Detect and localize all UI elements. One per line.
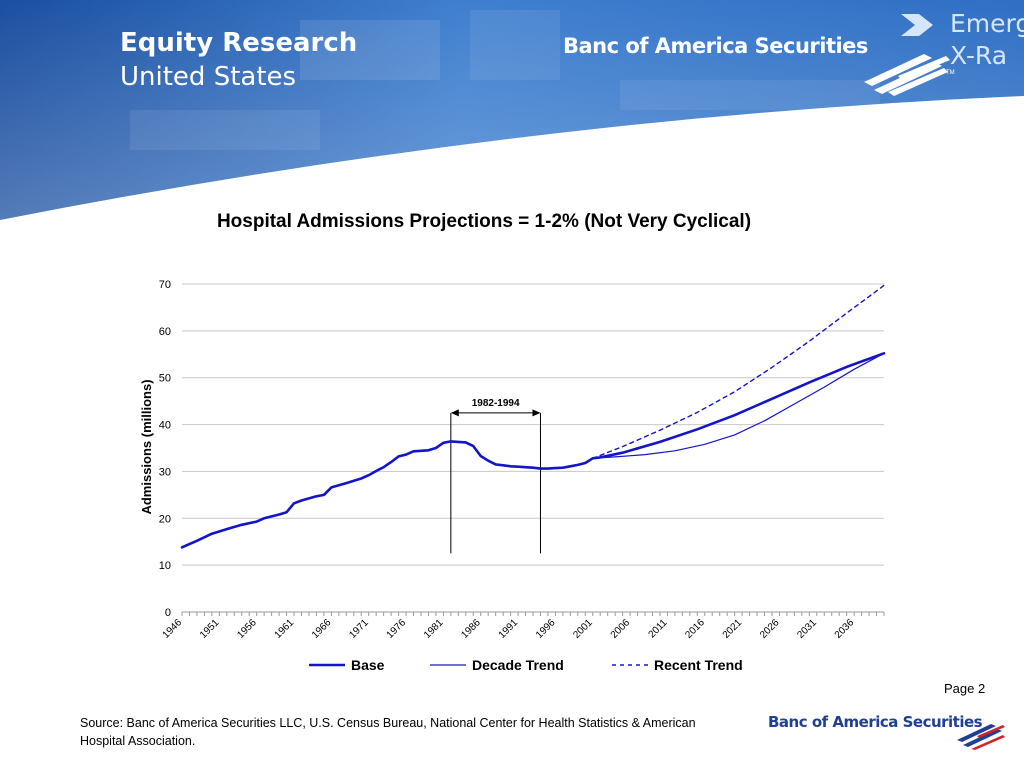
y-tick-label: 10 <box>159 560 171 572</box>
x-tick-label: 1951 <box>198 617 222 641</box>
legend-label: Decade Trend <box>472 657 564 673</box>
annotation-right-arrowhead <box>532 409 541 417</box>
x-tick-label: 1986 <box>459 617 483 641</box>
period-annotation: 1982-1994 <box>450 398 541 554</box>
annotation-label: 1982-1994 <box>472 398 520 409</box>
series-line-decade-trend <box>592 352 885 459</box>
chart-legend: Base Decade Trend Recent Trend <box>309 657 743 673</box>
series-line-recent-trend <box>592 284 885 459</box>
x-axis: 1946 1951 1956 1961 1966 1971 1976 1981 1986 1991… <box>161 612 885 641</box>
x-tick-label: 1971 <box>347 617 371 641</box>
header-banner: Equity Research United States Banc of Am… <box>0 0 1024 220</box>
x-tick-label: 1946 <box>161 617 185 641</box>
x-tick-label: 2036 <box>833 617 857 641</box>
y-tick-label: 20 <box>159 513 171 525</box>
y-tick-label: 50 <box>159 373 171 385</box>
footer-brand-name: Banc of America Securities <box>768 713 983 731</box>
footer-bank-flag-logo-icon <box>957 724 1005 750</box>
legend-label: Base <box>351 657 385 673</box>
x-tick-label: 1981 <box>422 617 446 641</box>
report-title: Equity Research <box>120 28 358 58</box>
annotation-left-arrowhead <box>450 409 459 417</box>
chart-gridlines <box>182 283 884 613</box>
y-tick-label: 0 <box>165 607 171 619</box>
corner-caption-line-1: Emerg <box>950 9 1024 38</box>
x-tick-label: 2016 <box>683 617 707 641</box>
x-tick-label: 2001 <box>571 617 595 641</box>
x-tick-label: 1991 <box>497 617 521 641</box>
legend-label: Recent Trend <box>654 657 743 673</box>
y-axis: 0 10 20 30 40 50 60 70 <box>159 279 171 619</box>
x-tick-label: 1966 <box>310 617 334 641</box>
y-tick-label: 40 <box>159 420 171 432</box>
y-tick-label: 60 <box>159 326 171 338</box>
banner-background <box>0 0 1024 220</box>
chart-series <box>180 284 886 549</box>
y-tick-label: 70 <box>159 279 171 291</box>
y-axis-label: Admissions (millions) <box>139 379 154 514</box>
x-tick-label: 1956 <box>235 617 259 641</box>
x-tick-label: 2031 <box>795 617 819 641</box>
trademark-mark: TM <box>946 70 955 76</box>
x-tick-label: 1976 <box>385 617 409 641</box>
bank-flag-logo-icon <box>864 54 950 96</box>
x-tick-label: 2021 <box>721 617 745 641</box>
x-tick-label: 2006 <box>609 617 633 641</box>
chart-title: Hospital Admissions Projections = 1-2% (… <box>216 211 752 232</box>
report-region: United States <box>120 62 297 92</box>
corner-caption-line-2: X-Ra <box>950 41 1008 70</box>
arrow-right-icon <box>901 14 933 36</box>
x-tick-label: 1961 <box>273 617 297 641</box>
x-tick-label: 2011 <box>647 617 670 640</box>
y-tick-label: 30 <box>159 466 171 478</box>
corner-caption: Emerg X-Ra <box>950 8 1024 72</box>
page-number: Page 2 <box>944 681 986 696</box>
x-tick-label: 1996 <box>534 617 558 641</box>
series-line-base <box>180 351 886 549</box>
source-note: Source: Banc of America Securities LLC, … <box>80 716 696 748</box>
x-tick-label: 2026 <box>758 617 782 641</box>
brand-name: Banc of America Securities <box>563 34 868 58</box>
